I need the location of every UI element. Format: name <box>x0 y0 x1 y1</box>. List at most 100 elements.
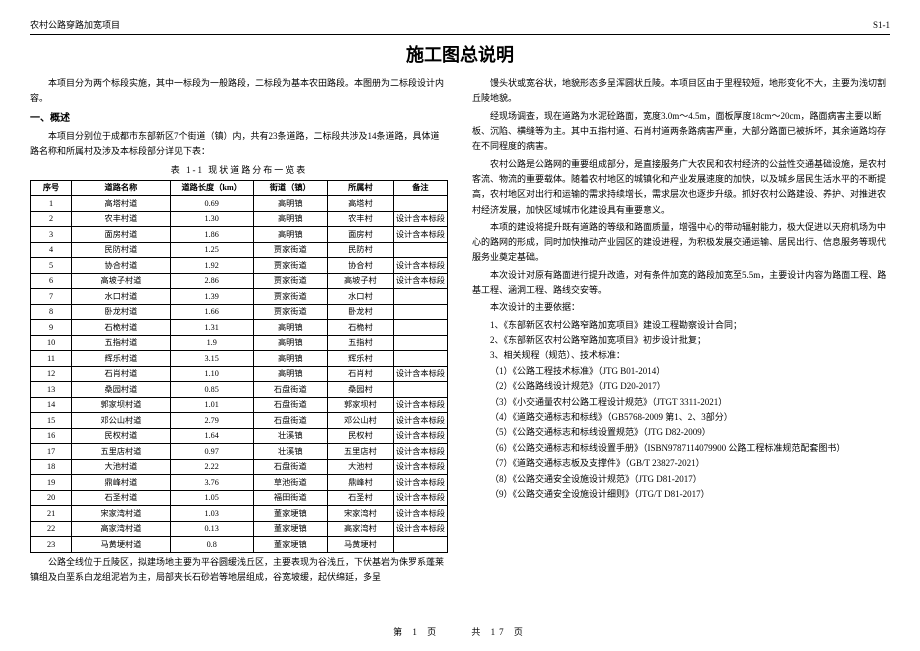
table-cell: 董家埂镇 <box>253 506 327 522</box>
table-cell: 0.97 <box>170 444 253 460</box>
table-row: 22高家湾村道0.13董家埂镇高家湾村设计含本标段 <box>31 521 448 537</box>
table-cell: 0.13 <box>170 521 253 537</box>
table-cell: 水口村 <box>327 289 393 305</box>
table-row: 4民防村道1.25贾家街道民防村 <box>31 242 448 258</box>
table-cell: 福田街道 <box>253 490 327 506</box>
table-cell: 22 <box>31 521 72 537</box>
intro-paragraph-2: 本项目分别位于成都市东部新区7个街道（镇）内，共有23条道路，二标段共涉及14条… <box>30 129 448 160</box>
table-cell: 民防村道 <box>72 242 171 258</box>
table-cell <box>393 289 447 305</box>
table-cell: 18 <box>31 459 72 475</box>
table-cell: 协合村道 <box>72 258 171 274</box>
right-column: 馒头状或宽谷状，地貌形态多呈浑圆状丘陵。本项目区由于里程较短，地形变化不大，主要… <box>472 74 890 587</box>
table-cell <box>393 382 447 398</box>
table-cell: 宋家湾村道 <box>72 506 171 522</box>
table-cell: 草池街道 <box>253 475 327 491</box>
table-cell <box>393 242 447 258</box>
table-cell: 11 <box>31 351 72 367</box>
table-cell: 1.05 <box>170 490 253 506</box>
table-cell: 1.30 <box>170 211 253 227</box>
table-row: 23马黄埂村道0.8董家埂镇马黄埂村 <box>31 537 448 553</box>
reference-item: （2）《公路路线设计规范》（JTG D20-2017） <box>472 379 890 393</box>
table-cell: 3.76 <box>170 475 253 491</box>
list-item: 3、相关规程（规范）、技术标准： <box>472 348 890 362</box>
reference-item: （9）《公路交通安全设施设计细则》（JTG/T D81-2017） <box>472 487 890 501</box>
table-row: 11辉乐村道3.15高明镇辉乐村 <box>31 351 448 367</box>
table-cell: 12 <box>31 366 72 382</box>
table-cell: 石桅村道 <box>72 320 171 336</box>
table-cell: 1.92 <box>170 258 253 274</box>
table-row: 10五指村道1.9高明镇五指村 <box>31 335 448 351</box>
table-cell: 石圣村道 <box>72 490 171 506</box>
table-cell: 23 <box>31 537 72 553</box>
table-cell: 高坡子村道 <box>72 273 171 289</box>
table-cell: 1.39 <box>170 289 253 305</box>
table-cell: 0.8 <box>170 537 253 553</box>
table-cell: 高明镇 <box>253 366 327 382</box>
table-cell: 3 <box>31 227 72 243</box>
th-town: 街道（镇） <box>253 180 327 196</box>
table-row: 9石桅村道1.31高明镇石桅村 <box>31 320 448 336</box>
table-cell: 石盘街道 <box>253 413 327 429</box>
table-cell: 设计含本标段 <box>393 444 447 460</box>
table-cell: 贾家街道 <box>253 242 327 258</box>
table-cell: 卧龙村 <box>327 304 393 320</box>
table-cell: 高明镇 <box>253 211 327 227</box>
reference-item: （7）《道路交通标志板及支撑件》（GB/T 23827-2021） <box>472 456 890 470</box>
table-cell <box>393 320 447 336</box>
table-cell: 设计含本标段 <box>393 475 447 491</box>
table-row: 5协合村道1.92贾家街道协合村设计含本标段 <box>31 258 448 274</box>
list-item: 1、《东部新区农村公路窄路加宽项目》建设工程勘察设计合同； <box>472 318 890 332</box>
table-cell: 1.25 <box>170 242 253 258</box>
table-row: 18大池村道2.22石盘街道大池村设计含本标段 <box>31 459 448 475</box>
right-p3: 农村公路是公路网的重要组成部分，是直接服务广大农民和农村经济的公益性交通基础设施… <box>472 157 890 218</box>
basis-list: 1、《东部新区农村公路窄路加宽项目》建设工程勘察设计合同；2、《东部新区农村公路… <box>472 318 890 363</box>
th-vill: 所属村 <box>327 180 393 196</box>
table-cell: 3.15 <box>170 351 253 367</box>
table-cell: 21 <box>31 506 72 522</box>
table-cell: 民防村 <box>327 242 393 258</box>
table-cell: 设计含本标段 <box>393 413 447 429</box>
table-row: 19鼎峰村道3.76草池街道鼎峰村设计含本标段 <box>31 475 448 491</box>
table-row: 21宋家湾村道1.03董家埂镇宋家湾村设计含本标段 <box>31 506 448 522</box>
right-p6: 本次设计的主要依据： <box>472 300 890 315</box>
table-cell: 壮溪镇 <box>253 444 327 460</box>
right-p5: 本次设计对原有路面进行提升改造，对有条件加宽的路段加宽至5.5m，主要设计内容为… <box>472 268 890 299</box>
table-cell <box>393 351 447 367</box>
table-cell: 2.79 <box>170 413 253 429</box>
table-cell: 2.86 <box>170 273 253 289</box>
th-seq: 序号 <box>31 180 72 196</box>
table-cell: 农丰村 <box>327 211 393 227</box>
table-cell: 邓公山村 <box>327 413 393 429</box>
table-cell <box>393 196 447 212</box>
table-cell: 6 <box>31 273 72 289</box>
table-cell: 1.66 <box>170 304 253 320</box>
header-left: 农村公路穿路加宽项目 <box>30 18 120 32</box>
table-row: 7水口村道1.39贾家街道水口村 <box>31 289 448 305</box>
table-cell: 农丰村道 <box>72 211 171 227</box>
table-cell: 五里店村 <box>327 444 393 460</box>
table-caption: 表 1-1 现状道路分布一览表 <box>30 163 448 177</box>
table-row: 2农丰村道1.30高明镇农丰村设计含本标段 <box>31 211 448 227</box>
table-row: 20石圣村道1.05福田街道石圣村设计含本标段 <box>31 490 448 506</box>
reference-item: （5）《公路交通标志和标线设置规范》（JTG D82-2009） <box>472 425 890 439</box>
table-cell: 设计含本标段 <box>393 428 447 444</box>
list-item: 2、《东部新区农村公路窄路加宽项目》初步设计批复； <box>472 333 890 347</box>
table-cell: 设计含本标段 <box>393 366 447 382</box>
reference-item: （3）《小交通量农村公路工程设计规范》（JTGT 3311-2021） <box>472 395 890 409</box>
table-cell: 8 <box>31 304 72 320</box>
table-row: 16民权村道1.64壮溪镇民权村设计含本标段 <box>31 428 448 444</box>
table-cell: 1.01 <box>170 397 253 413</box>
table-cell: 高明镇 <box>253 351 327 367</box>
table-row: 12石肖村道1.10高明镇石肖村设计含本标段 <box>31 366 448 382</box>
table-cell: 10 <box>31 335 72 351</box>
table-cell: 协合村 <box>327 258 393 274</box>
table-cell: 辉乐村道 <box>72 351 171 367</box>
table-cell: 设计含本标段 <box>393 211 447 227</box>
table-cell: 1 <box>31 196 72 212</box>
table-cell: 面房村道 <box>72 227 171 243</box>
table-cell: 5 <box>31 258 72 274</box>
table-cell: 石盘街道 <box>253 382 327 398</box>
table-cell: 1.9 <box>170 335 253 351</box>
table-cell: 水口村道 <box>72 289 171 305</box>
